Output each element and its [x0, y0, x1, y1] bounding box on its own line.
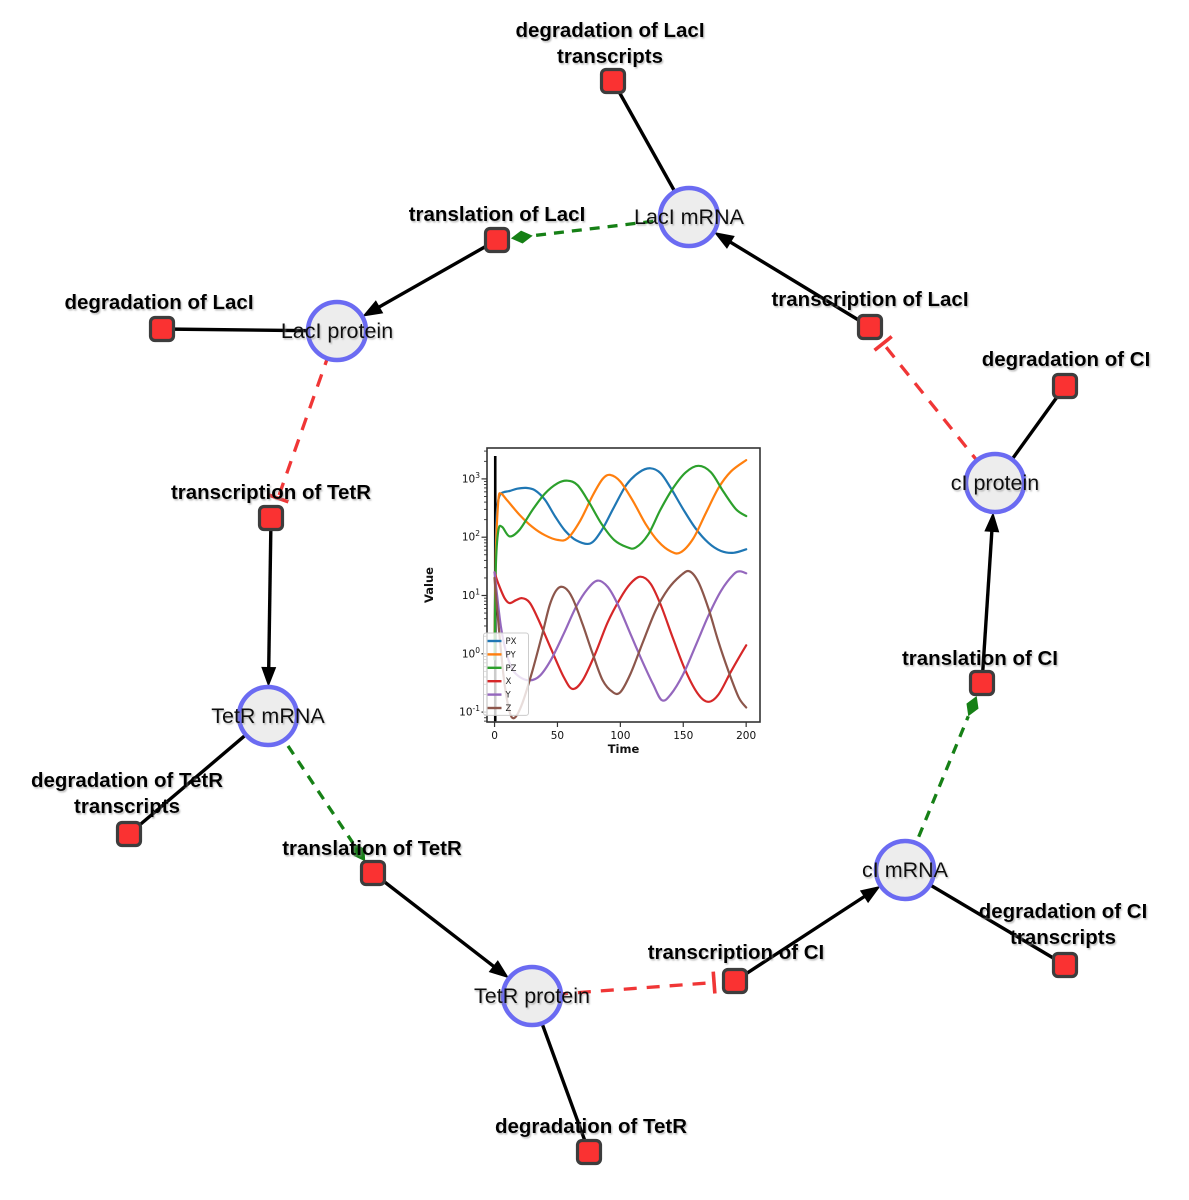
species-node-LacI_protein[interactable]: [305, 299, 369, 363]
reaction-label-deg_LacI_tx: degradation of LacI: [515, 19, 704, 42]
series-line-PX: [493, 467, 748, 638]
reaction-label-deg_CI_tx: degradation of CI: [979, 900, 1148, 923]
species-label-LacI_protein: LacI protein: [281, 319, 393, 343]
species-node-LacI_mRNA[interactable]: [657, 185, 721, 249]
reaction-label-deg_TetR: degradation of TetR: [495, 1115, 687, 1138]
reaction-label-tl_TetR: translation of TetR: [282, 837, 462, 860]
legend-label-Y: Y: [505, 691, 512, 701]
network-nodes: [115, 67, 1079, 1166]
legend-label-PY: PY: [506, 650, 517, 660]
reaction-label-deg_LacI_tx: transcripts: [557, 45, 663, 68]
edge-production-tc_LacI-LacI_mRNA: [713, 232, 871, 329]
reaction-label-tc_LacI: transcription of LacI: [771, 288, 968, 311]
reaction-node-tc_TetR[interactable]: [257, 504, 285, 532]
reaction-node-tl_CI[interactable]: [968, 669, 996, 697]
x-axis-title: Time: [608, 742, 640, 756]
network-labels: degradation of LacI transcripts translatio…: [31, 19, 1150, 1138]
reaction-label-tc_TetR: transcription of TetR: [171, 481, 371, 504]
legend-label-X: X: [506, 677, 512, 687]
series-line-PZ: [493, 464, 748, 661]
legend-label-PX: PX: [506, 637, 517, 647]
x-tick-label: 50: [551, 730, 564, 742]
x-tick-label: 100: [610, 730, 630, 742]
edge-production-tc_CI-cI_mRNA: [734, 885, 881, 983]
series-line-PY: [493, 459, 748, 645]
reaction-label-deg_CI_tx: transcripts: [1010, 926, 1116, 949]
reaction-node-tl_TetR[interactable]: [359, 859, 387, 887]
reaction-label-tc_CI: transcription of CI: [648, 941, 825, 964]
reaction-label-deg_CI: degradation of CI: [982, 348, 1151, 371]
reaction-label-tl_CI: translation of CI: [902, 647, 1058, 670]
reaction-node-deg_LacI_tx[interactable]: [599, 67, 627, 95]
x-tick-label: 150: [673, 730, 693, 742]
y-axis-title: Value: [422, 567, 436, 603]
species-label-TetR_protein: TetR protein: [474, 984, 590, 1008]
x-tick-label: 0: [491, 730, 498, 742]
reaction-node-tc_CI[interactable]: [721, 967, 749, 995]
species-label-cI_mRNA: cI mRNA: [862, 858, 949, 882]
legend-label-PZ: PZ: [506, 664, 517, 674]
reaction-label-deg_LacI: degradation of LacI: [64, 291, 253, 314]
x-tick-label: 200: [736, 730, 756, 742]
edge-production-tl_LacI-LacI_protein: [362, 238, 498, 317]
chart-background: [425, 438, 788, 774]
reaction-node-deg_LacI[interactable]: [148, 315, 176, 343]
series-line-Z: [493, 569, 748, 720]
species-node-TetR_protein[interactable]: [500, 964, 564, 1028]
species-label-LacI_mRNA: LacI mRNA: [634, 205, 745, 229]
species-node-cI_mRNA[interactable]: [873, 838, 937, 902]
reaction-label-deg_TetR_tx: degradation of TetR: [31, 769, 223, 792]
reaction-node-deg_TetR[interactable]: [575, 1138, 603, 1166]
reaction-node-tl_LacI[interactable]: [483, 226, 511, 254]
reaction-node-deg_CI[interactable]: [1051, 372, 1079, 400]
reaction-node-deg_CI_tx[interactable]: [1051, 951, 1079, 979]
reaction-label-deg_TetR_tx: transcripts: [74, 795, 180, 818]
reaction-label-tl_LacI: translation of LacI: [409, 203, 586, 226]
species-node-cI_protein[interactable]: [963, 451, 1027, 515]
edge-production-tl_CI-cI_protein: [980, 511, 1000, 684]
series-line-X: [493, 571, 748, 703]
edge-production-tc_TetR-TetR_mRNA: [261, 517, 277, 688]
species-label-TetR_mRNA: TetR mRNA: [211, 704, 325, 728]
reaction-node-tc_LacI[interactable]: [856, 313, 884, 341]
species-label-cI_protein: cI protein: [951, 471, 1039, 495]
edge-production-tl_TetR-TetR_protein: [371, 871, 510, 979]
reaction-node-deg_TetR_tx[interactable]: [115, 820, 143, 848]
legend-label-Z: Z: [506, 704, 512, 714]
chart-legend: PX PY PZ XYZ: [483, 632, 529, 716]
chart-frame: [486, 447, 761, 723]
species-node-TetR_mRNA[interactable]: [236, 684, 300, 748]
